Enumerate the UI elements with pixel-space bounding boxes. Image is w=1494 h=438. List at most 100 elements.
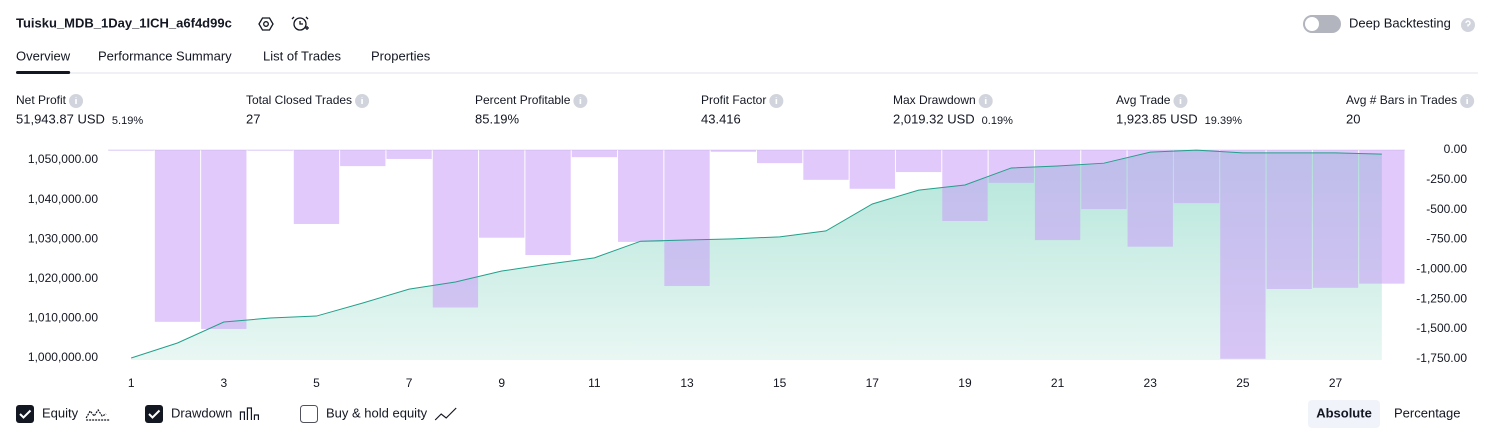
drawdown-bar xyxy=(525,150,571,255)
metric-value: 51,943.87 USD xyxy=(16,111,105,126)
metric-label: Avg # Bars in Trades xyxy=(1346,93,1457,107)
drawdown-bar xyxy=(1127,150,1173,247)
legend-label: Equity xyxy=(42,405,79,420)
drawdown-bar xyxy=(664,150,710,287)
drawdown-bar xyxy=(988,150,1034,183)
drawdown-bar xyxy=(154,150,201,322)
active-tab-underline xyxy=(16,71,71,74)
y-tick-label: 1,030,000.00 xyxy=(28,231,98,245)
alert-icon[interactable] xyxy=(291,16,309,31)
info-icon[interactable] xyxy=(1173,94,1188,108)
tab[interactable]: Overview xyxy=(16,48,71,63)
y2-tick-label: -1,000.00 xyxy=(1416,261,1467,275)
legend-label: Drawdown xyxy=(171,405,232,420)
drawdown-bar xyxy=(849,150,895,189)
mode-button[interactable]: Percentage xyxy=(1394,405,1461,420)
drawdown-bar xyxy=(895,150,942,173)
metric-label: Net Profit xyxy=(16,93,67,107)
x-tick-label: 11 xyxy=(588,376,601,390)
y2-tick-label: -750.00 xyxy=(1426,232,1467,246)
drawdown-bar xyxy=(757,150,803,164)
checkmark xyxy=(148,409,161,419)
drawdown-bar xyxy=(108,150,154,151)
x-tick-label: 17 xyxy=(866,376,880,390)
y-tick-label: 1,040,000.00 xyxy=(28,192,98,206)
metric-value: 1,923.85 USD xyxy=(1116,111,1198,126)
legend-checkbox[interactable] xyxy=(16,405,34,423)
drawdown-bar xyxy=(1220,150,1266,359)
info-icon[interactable] xyxy=(1460,94,1475,108)
info-icon[interactable] xyxy=(69,94,84,108)
x-tick-label: 9 xyxy=(498,376,505,390)
info-icon[interactable] xyxy=(978,94,993,108)
x-tick-label: 7 xyxy=(406,376,413,390)
y2-tick-label: -500.00 xyxy=(1426,202,1467,216)
legend-icon xyxy=(85,408,111,421)
metric-value: 85.19% xyxy=(475,111,520,126)
metric-value: 43.416 xyxy=(701,111,741,126)
legend-icon xyxy=(239,407,260,420)
drawdown-bar xyxy=(1266,150,1312,290)
drawdown-bar xyxy=(1173,150,1220,204)
legend-checkbox[interactable] xyxy=(300,405,318,423)
x-tick-label: 27 xyxy=(1329,376,1343,390)
drawdown-bar xyxy=(571,150,618,158)
toggle-label: Deep Backtesting xyxy=(1349,15,1451,30)
x-tick-label: 21 xyxy=(1051,376,1065,390)
x-tick-label: 5 xyxy=(313,376,320,390)
y2-tick-label: 0.00 xyxy=(1444,142,1468,156)
x-tick-label: 3 xyxy=(220,376,227,390)
metric-label: Percent Profitable xyxy=(475,93,571,107)
drawdown-bar xyxy=(247,150,293,151)
tab[interactable]: List of Trades xyxy=(263,48,342,63)
y2-tick-label: -1,500.00 xyxy=(1416,321,1467,335)
drawdown-bar xyxy=(1081,150,1127,210)
metric-value: 27 xyxy=(246,111,260,126)
legend-label: Buy & hold equity xyxy=(326,405,428,420)
help-icon[interactable] xyxy=(1461,18,1475,32)
checkbox-checked xyxy=(145,405,163,423)
info-icon[interactable] xyxy=(573,94,588,108)
drawdown-bar xyxy=(293,150,340,224)
drawdown-bar xyxy=(803,150,849,180)
x-tick-label: 1 xyxy=(128,376,135,390)
metric-label: Max Drawdown xyxy=(893,93,976,107)
drawdown-bar xyxy=(942,150,988,221)
checkmark xyxy=(19,409,32,419)
equity-line xyxy=(131,149,1382,359)
y2-tick-label: -1,750.00 xyxy=(1416,351,1467,365)
drawdown-bar xyxy=(432,150,479,308)
x-tick-label: 19 xyxy=(958,376,972,390)
drawdown-bar xyxy=(710,150,756,152)
drawdown-bar xyxy=(1359,150,1405,284)
metric-sub: 19.39% xyxy=(1205,115,1243,127)
y-tick-label: 1,000,000.00 xyxy=(28,350,98,364)
tab[interactable]: Performance Summary xyxy=(98,48,232,63)
drawdown-bar xyxy=(1312,150,1359,288)
deep-backtesting-toggle[interactable] xyxy=(1303,15,1341,33)
drawdown-bar xyxy=(1034,150,1081,241)
drawdown-bar xyxy=(618,150,664,242)
info-icon[interactable] xyxy=(355,94,370,108)
y-tick-label: 1,050,000.00 xyxy=(28,152,98,166)
mode-active-bg xyxy=(1308,400,1380,428)
metric-value: 20 xyxy=(1346,111,1360,126)
metric-value: 2,019.32 USD xyxy=(893,111,975,126)
mode-button[interactable]: Absolute xyxy=(1316,405,1372,420)
tab[interactable]: Properties xyxy=(371,48,431,63)
legend-checkbox[interactable] xyxy=(145,405,163,423)
metric-label: Profit Factor xyxy=(701,93,766,107)
drawdown-bar xyxy=(340,150,386,167)
settings-icon[interactable] xyxy=(258,17,274,31)
drawdown-bar xyxy=(201,150,247,329)
metric-label: Avg Trade xyxy=(1116,93,1171,107)
checkbox-empty xyxy=(300,405,318,423)
info-icon[interactable] xyxy=(769,94,784,108)
strategy-title: Tuisku_MDB_1Day_1ICH_a6f4d99c xyxy=(16,15,232,30)
drawdown-bar xyxy=(479,150,525,238)
x-tick-label: 23 xyxy=(1144,376,1158,390)
metric-label: Total Closed Trades xyxy=(246,93,352,107)
legend-icon xyxy=(434,407,457,421)
metric-sub: 0.19% xyxy=(982,115,1013,127)
